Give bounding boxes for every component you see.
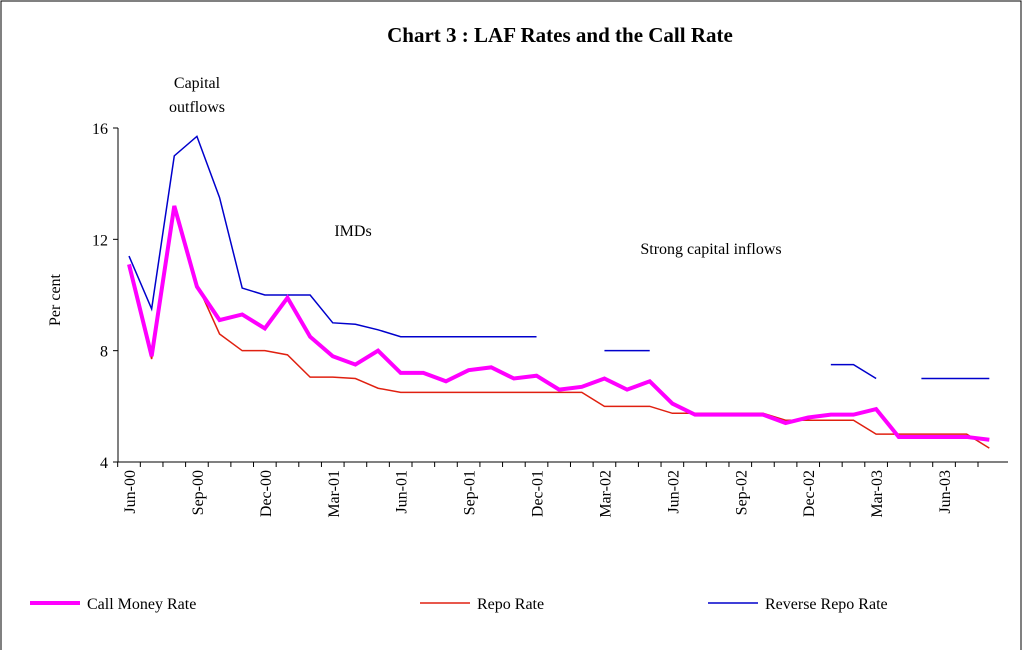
annotation: Capital outflows — [169, 75, 225, 116]
series-line — [128, 208, 990, 449]
x-tick-label: Jun-02 — [665, 470, 682, 514]
x-tick-label: Dec-01 — [530, 470, 547, 517]
x-tick-label: Sep-00 — [190, 470, 207, 515]
x-tick-label: Mar-03 — [869, 470, 886, 518]
y-tick-label: 16 — [92, 121, 108, 138]
x-tick-label: Jun-03 — [937, 470, 954, 514]
x-tick-label: Sep-01 — [462, 470, 479, 515]
y-tick-label: 8 — [100, 344, 108, 361]
x-tick-label: Mar-01 — [326, 470, 343, 518]
x-tick-label: Mar-02 — [597, 470, 614, 518]
chart-title: Chart 3 : LAF Rates and the Call Rate — [387, 23, 733, 47]
y-tick-label: 12 — [92, 232, 108, 249]
annotation: Strong capital inflows — [640, 241, 781, 258]
legend-label: Call Money Rate — [87, 596, 196, 613]
annotation: IMDs — [334, 223, 371, 240]
y-axis-label: Per cent — [47, 273, 64, 326]
series-line — [127, 205, 990, 442]
legend-label: Reverse Repo Rate — [765, 596, 888, 613]
x-tick-label: Dec-02 — [801, 470, 818, 517]
x-tick-label: Dec-00 — [258, 470, 275, 517]
x-tick-label: Jun-01 — [394, 470, 411, 514]
y-tick-label: 4 — [100, 455, 108, 472]
x-tick-label: Jun-00 — [122, 470, 139, 514]
series-line — [128, 135, 990, 380]
legend-label: Repo Rate — [477, 596, 544, 613]
x-tick-label: Sep-02 — [733, 470, 750, 515]
